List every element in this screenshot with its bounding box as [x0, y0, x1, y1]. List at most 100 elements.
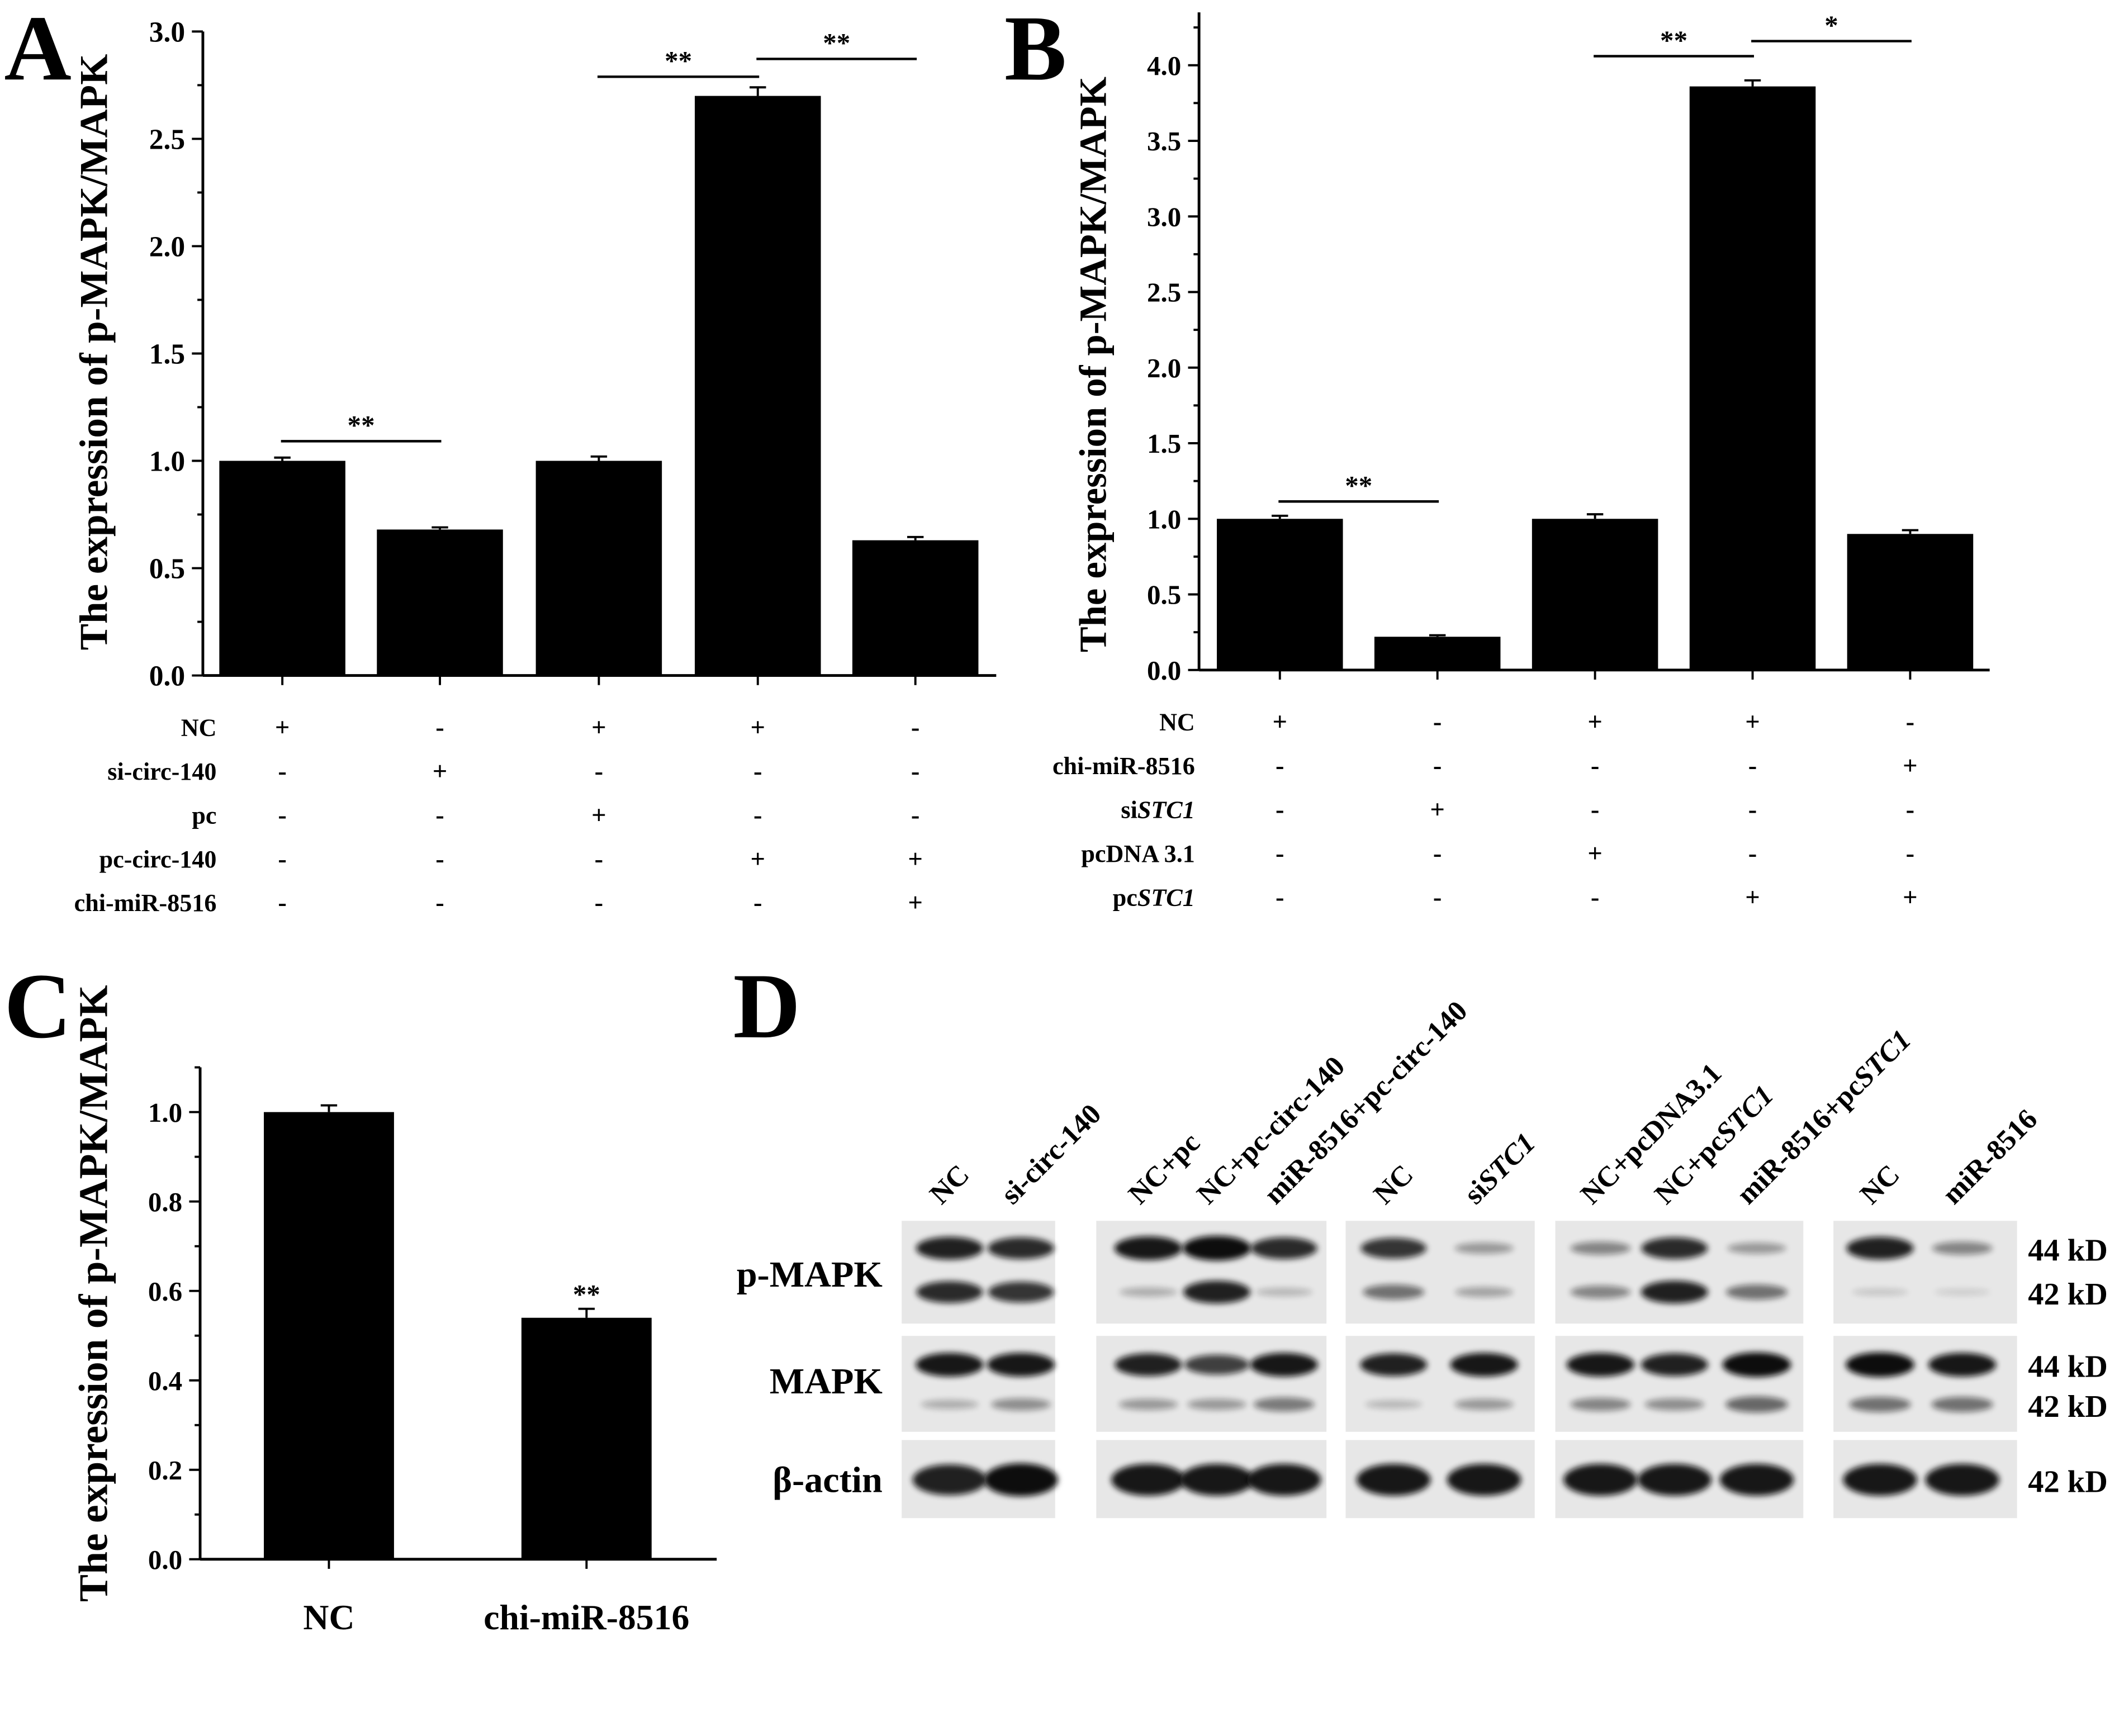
treatment-label-text: chi-miR-8516: [74, 889, 217, 917]
y-tick-label: 2.5: [1147, 277, 1181, 308]
treatment-label: pcDNA 3.1: [1081, 840, 1194, 867]
blot-row-label: MAPK: [770, 1361, 883, 1402]
treatment-mark: +: [1587, 708, 1603, 737]
blot-membrane: [1345, 1221, 1535, 1324]
blot-group: [1096, 1221, 1327, 1519]
blot-band: [1253, 1397, 1315, 1412]
y-tick-label: 0.6: [148, 1276, 182, 1307]
x-category-label: NC: [303, 1597, 354, 1637]
treatment-mark: -: [911, 801, 920, 829]
treatment-mark: +: [1903, 883, 1918, 912]
treatment-mark: +: [591, 713, 606, 742]
treatment-mark: -: [1748, 752, 1757, 780]
y-tick-label: 0.0: [1147, 655, 1181, 686]
blot-band: [1365, 1400, 1423, 1409]
bar: [264, 1112, 394, 1559]
treatment-mark: -: [753, 889, 762, 917]
treatment-label: pcSTC1: [1113, 884, 1195, 911]
blot-band: [1722, 1352, 1791, 1377]
blot-band: [1932, 1241, 1993, 1255]
blot-band: [1118, 1398, 1178, 1410]
blot-band: [1179, 1464, 1254, 1496]
blot-band: [1360, 1353, 1428, 1377]
x-category-label: chi-miR-8516: [483, 1597, 689, 1637]
y-tick-label: 0.5: [1147, 580, 1181, 610]
blot-membrane: [902, 1336, 1055, 1432]
blot-group: [1833, 1221, 2017, 1519]
treatment-mark: -: [435, 889, 444, 917]
treatment-label-text: si: [1121, 796, 1137, 824]
error-bar: [274, 456, 291, 461]
treatment-label: pc-circ-140: [99, 846, 217, 873]
treatment-mark: -: [278, 889, 287, 917]
panel-b: B 0.0 0.5 1.0 1.5 2.0 2.5 3.0 3.5 4.0 The express…: [1004, 0, 1990, 912]
blot-band: [1360, 1237, 1427, 1259]
y-tick-label: 2.0: [149, 231, 185, 263]
lane-label-text: NC: [1368, 1159, 1420, 1211]
error-bar: [907, 535, 924, 540]
treatment-mark: -: [1906, 796, 1915, 824]
treatment-mark: +: [275, 713, 290, 742]
blot-band: [1843, 1464, 1917, 1496]
blot-band: [1570, 1397, 1631, 1411]
error-bar: [432, 526, 448, 530]
blot-band: [1255, 1288, 1313, 1297]
treatment-mark: -: [595, 889, 604, 917]
blot-band: [1182, 1236, 1251, 1261]
y-tick-label: 2.0: [1147, 353, 1181, 383]
lane-label: NC: [1854, 1159, 1906, 1211]
error-bar: [1902, 529, 1919, 534]
blot-band: [916, 1353, 984, 1377]
error-bar: [1744, 79, 1761, 87]
blot-band: [1849, 1397, 1911, 1412]
blot-band: [1641, 1237, 1708, 1259]
blot-row-label: p-MAPK: [737, 1254, 883, 1295]
blot-band: [1928, 1353, 1997, 1377]
blot-band: [1454, 1287, 1514, 1297]
significance-label: **: [348, 410, 375, 440]
treatment-mark: -: [435, 713, 444, 742]
lane-label: miR-8516: [1936, 1103, 2044, 1211]
panel-a: A 0.0 0.5 1.0 1.5 2.0 2.5 3.0 The expression of…: [4, 0, 997, 917]
treatment-mark: -: [911, 713, 920, 742]
panel-label-b: B: [1004, 0, 1066, 100]
treatment-label-text: chi-miR-8516: [1052, 752, 1195, 780]
blot-band: [1187, 1398, 1246, 1410]
blot-membrane: [1345, 1336, 1535, 1432]
blot-band: [1114, 1236, 1183, 1260]
significance-label: **: [1345, 470, 1372, 501]
blot-band: [1637, 1464, 1711, 1496]
y-axis-label: The expression of p-MAPK/MAPK: [72, 54, 116, 651]
significance-label: **: [823, 27, 850, 58]
blot-band: [1450, 1353, 1518, 1377]
treatment-label: NC: [1159, 709, 1195, 736]
error-bar: [578, 1307, 595, 1318]
bar: [521, 1317, 652, 1559]
bar: [852, 540, 979, 676]
treatment-label: NC: [181, 714, 217, 741]
significance-label: *: [1824, 10, 1838, 40]
significance-label: **: [1660, 25, 1687, 55]
treatment-label-italic: STC1: [1137, 884, 1195, 911]
treatment-label-text: pc: [192, 801, 216, 829]
treatment-mark: +: [1903, 752, 1918, 780]
y-tick-label: 0.2: [148, 1455, 182, 1486]
error-bar: [1272, 514, 1288, 519]
error-bar: [1586, 513, 1604, 519]
treatment-mark: -: [1591, 883, 1600, 912]
error-bar: [750, 86, 766, 96]
blot-membrane: [1555, 1336, 1804, 1432]
blot-band: [1725, 1284, 1788, 1300]
treatment-mark: -: [278, 801, 287, 829]
y-tick-label: 3.0: [149, 16, 185, 48]
significance-label: **: [665, 45, 692, 76]
y-tick-label: 3.5: [1147, 126, 1181, 156]
blot-band: [1846, 1236, 1914, 1260]
blot-band: [921, 1400, 979, 1410]
treatment-mark: -: [278, 757, 287, 786]
molecular-weight-label: 42 kD: [2028, 1389, 2108, 1424]
blot-band: [1454, 1398, 1514, 1410]
treatment-mark: +: [1273, 708, 1288, 737]
blot-band: [1563, 1464, 1638, 1496]
